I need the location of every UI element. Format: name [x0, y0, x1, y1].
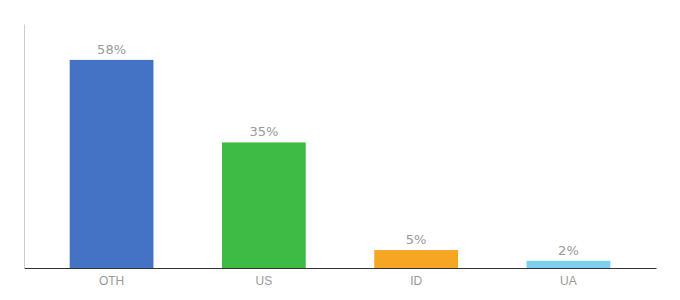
y-axis-line	[24, 25, 25, 269]
x-tick-label: UA	[560, 274, 577, 288]
data-label: 2%	[558, 243, 579, 258]
bar	[222, 142, 306, 268]
x-tick: US	[256, 268, 273, 288]
x-tick: ID	[410, 268, 422, 288]
x-tick: OTH	[99, 268, 124, 288]
x-tick-label: OTH	[99, 274, 124, 288]
data-label: 58%	[97, 42, 126, 57]
plot: OTH US ID UA 58% 35% 5% 2%	[25, 25, 657, 288]
x-tick: UA	[560, 268, 577, 288]
x-tick-label: US	[256, 274, 273, 288]
bar	[374, 250, 458, 268]
bar	[70, 60, 154, 268]
x-axis-line	[25, 268, 657, 269]
y-axis	[24, 25, 25, 269]
bars	[70, 60, 611, 268]
chart: OTH US ID UA 58% 35% 5% 2%	[0, 0, 680, 300]
data-label: 35%	[249, 124, 278, 139]
data-label: 5%	[406, 232, 427, 247]
x-axis: OTH US ID UA	[25, 268, 657, 288]
data-labels: 58% 35% 5% 2%	[97, 42, 579, 258]
x-tick-label: ID	[410, 274, 422, 288]
bar	[527, 261, 611, 268]
